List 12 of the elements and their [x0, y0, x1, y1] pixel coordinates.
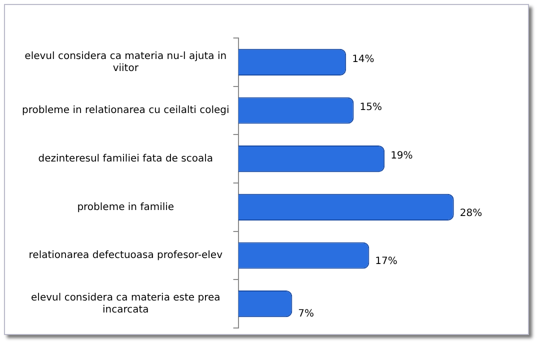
- data-label: 14%: [352, 54, 374, 65]
- y-tick-label: elevul considera ca materia nu-l ajuta in viitor: [24, 50, 227, 74]
- data-label: 19%: [390, 150, 413, 162]
- y-tick-label: probleme in relationarea cu ceilalti colegi: [22, 105, 230, 116]
- y-tick-label: elevul considera ca materia este prea incarcata: [31, 292, 220, 316]
- data-label: 17%: [375, 256, 398, 268]
- data-label: 7%: [298, 308, 314, 320]
- y-tick-label: dezinteresul familiei fata de scoala: [38, 153, 214, 164]
- y-tick-label: probleme in familie: [77, 202, 174, 213]
- y-tick-label: relationarea defectuoasa profesor-elev: [28, 250, 223, 262]
- data-label: 28%: [460, 208, 482, 219]
- data-label: 15%: [360, 102, 382, 114]
